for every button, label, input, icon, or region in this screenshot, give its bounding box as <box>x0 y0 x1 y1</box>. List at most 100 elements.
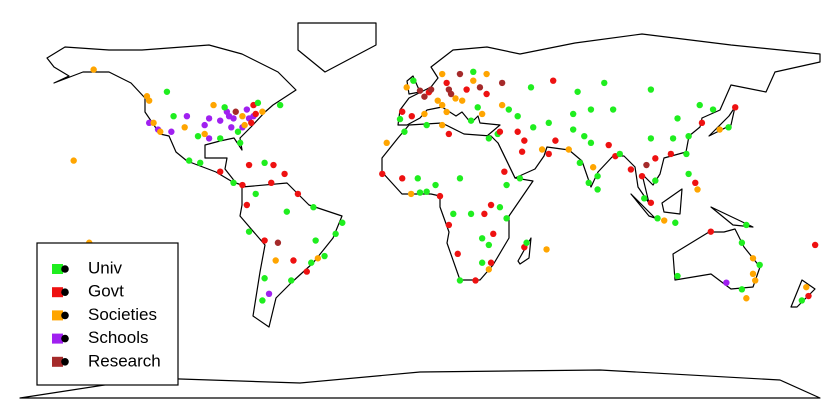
point <box>498 101 506 109</box>
point <box>443 108 450 116</box>
point <box>605 141 612 149</box>
point <box>70 157 77 164</box>
point <box>478 259 486 266</box>
point <box>143 93 151 100</box>
new-guinea <box>710 206 754 228</box>
point <box>443 79 450 87</box>
point <box>487 201 495 209</box>
point <box>685 170 692 178</box>
point <box>723 279 730 286</box>
point <box>241 121 248 129</box>
point <box>514 113 521 120</box>
point <box>552 137 559 144</box>
point <box>217 168 224 175</box>
point <box>472 277 479 284</box>
point <box>217 135 224 142</box>
point <box>303 268 310 275</box>
africa <box>381 122 534 281</box>
legend-dot <box>61 288 69 297</box>
point <box>414 175 421 182</box>
point <box>692 179 699 186</box>
point <box>407 190 415 198</box>
legend-swatch <box>52 287 63 298</box>
point <box>589 164 597 171</box>
point <box>259 297 266 304</box>
point <box>232 108 239 115</box>
point <box>674 272 681 280</box>
point <box>476 84 484 91</box>
point <box>245 228 253 235</box>
point <box>527 84 535 91</box>
point <box>294 190 302 198</box>
point <box>450 210 457 218</box>
legend-dot <box>61 358 69 366</box>
point <box>463 86 470 93</box>
point <box>483 90 490 98</box>
point <box>470 68 477 76</box>
point <box>399 108 406 115</box>
point <box>439 121 446 129</box>
point <box>803 283 810 291</box>
point <box>672 219 679 226</box>
point <box>667 150 675 158</box>
point <box>427 86 435 93</box>
point <box>312 237 319 244</box>
point <box>454 250 461 258</box>
point <box>652 177 659 184</box>
point <box>332 230 339 238</box>
point <box>445 130 453 138</box>
point <box>694 186 701 193</box>
point <box>627 166 635 173</box>
point <box>683 150 690 158</box>
point <box>523 239 530 246</box>
south-america <box>239 182 343 328</box>
point <box>261 237 268 244</box>
point <box>467 210 475 218</box>
point <box>439 70 446 78</box>
point <box>503 215 510 222</box>
point <box>743 221 750 229</box>
point <box>749 270 757 278</box>
point <box>272 257 279 264</box>
point <box>470 77 477 84</box>
legend-swatch <box>52 333 63 344</box>
point <box>201 121 208 129</box>
point <box>339 219 346 226</box>
point <box>709 106 717 113</box>
point <box>436 192 444 200</box>
point <box>396 115 404 123</box>
point <box>439 101 446 109</box>
point <box>574 88 581 95</box>
point <box>576 159 584 167</box>
point <box>485 241 493 249</box>
legend-label: Govt <box>88 282 124 301</box>
point <box>281 170 288 178</box>
point <box>521 137 528 144</box>
point <box>150 119 157 127</box>
point <box>243 201 251 209</box>
eurasia <box>397 33 821 204</box>
point <box>616 150 623 158</box>
point <box>205 135 213 142</box>
point <box>518 148 526 155</box>
point <box>467 117 475 124</box>
point <box>594 186 601 193</box>
land <box>19 22 821 399</box>
legend-label: Societies <box>88 305 157 324</box>
point <box>408 113 415 120</box>
legend-label: Univ <box>88 258 123 277</box>
point <box>805 292 812 300</box>
point <box>261 275 268 282</box>
point <box>496 128 504 135</box>
point <box>725 124 732 131</box>
point <box>261 159 268 167</box>
point <box>749 255 757 262</box>
point <box>423 188 430 195</box>
point <box>308 259 315 266</box>
point <box>239 113 246 120</box>
point <box>652 155 659 162</box>
point <box>569 110 577 118</box>
point <box>550 77 557 84</box>
point <box>501 168 508 175</box>
